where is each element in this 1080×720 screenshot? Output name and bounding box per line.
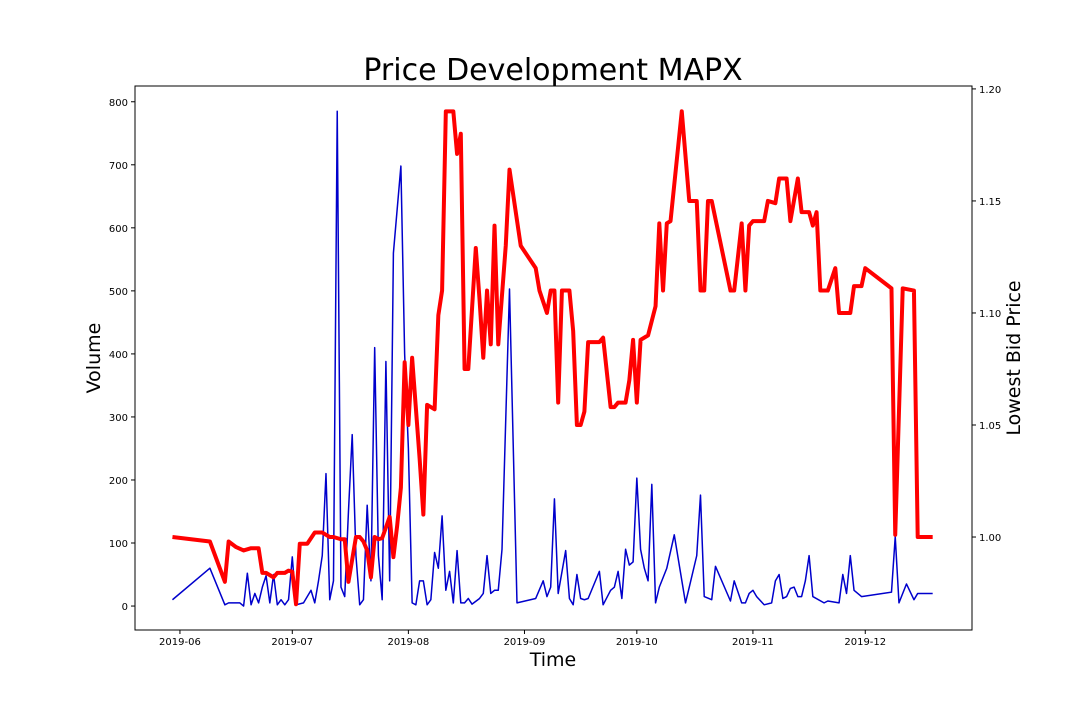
x-tick-label: 2019-07 xyxy=(271,637,313,648)
x-tick-label: 2019-11 xyxy=(732,637,774,648)
series-line xyxy=(172,109,933,607)
y-tick-label: 0 xyxy=(122,602,128,613)
chart-title: Price Development MAPX xyxy=(363,53,742,88)
y-tick-label: 100 xyxy=(109,539,128,550)
x-tick-label: 2019-06 xyxy=(159,637,201,648)
y2-axis-label: Lowest Bid Price xyxy=(1003,280,1025,435)
y-tick-label: 400 xyxy=(109,350,128,361)
y2-tick-label: 1.00 xyxy=(979,533,1001,544)
y-axis-label: Volume xyxy=(83,323,105,394)
y-tick-label: 600 xyxy=(109,224,128,235)
y-tick-label: 200 xyxy=(109,476,128,487)
x-axis-label: Time xyxy=(529,649,577,671)
y-tick-label: 700 xyxy=(109,161,128,172)
y2-tick-label: 1.15 xyxy=(979,197,1001,208)
y-tick-label: 300 xyxy=(109,413,128,424)
y2-tick-label: 1.10 xyxy=(979,309,1001,320)
y-tick-label: 500 xyxy=(109,287,128,298)
x-tick-label: 2019-12 xyxy=(844,637,886,648)
x-tick-label: 2019-09 xyxy=(504,637,546,648)
y2-tick-label: 1.05 xyxy=(979,421,1001,432)
plot-frame xyxy=(134,85,973,631)
y2-tick-label: 1.20 xyxy=(979,85,1001,96)
y-tick-label: 800 xyxy=(109,98,128,109)
x-tick-label: 2019-08 xyxy=(387,637,429,648)
x-tick-label: 2019-10 xyxy=(616,637,658,648)
series-line xyxy=(171,110,933,607)
